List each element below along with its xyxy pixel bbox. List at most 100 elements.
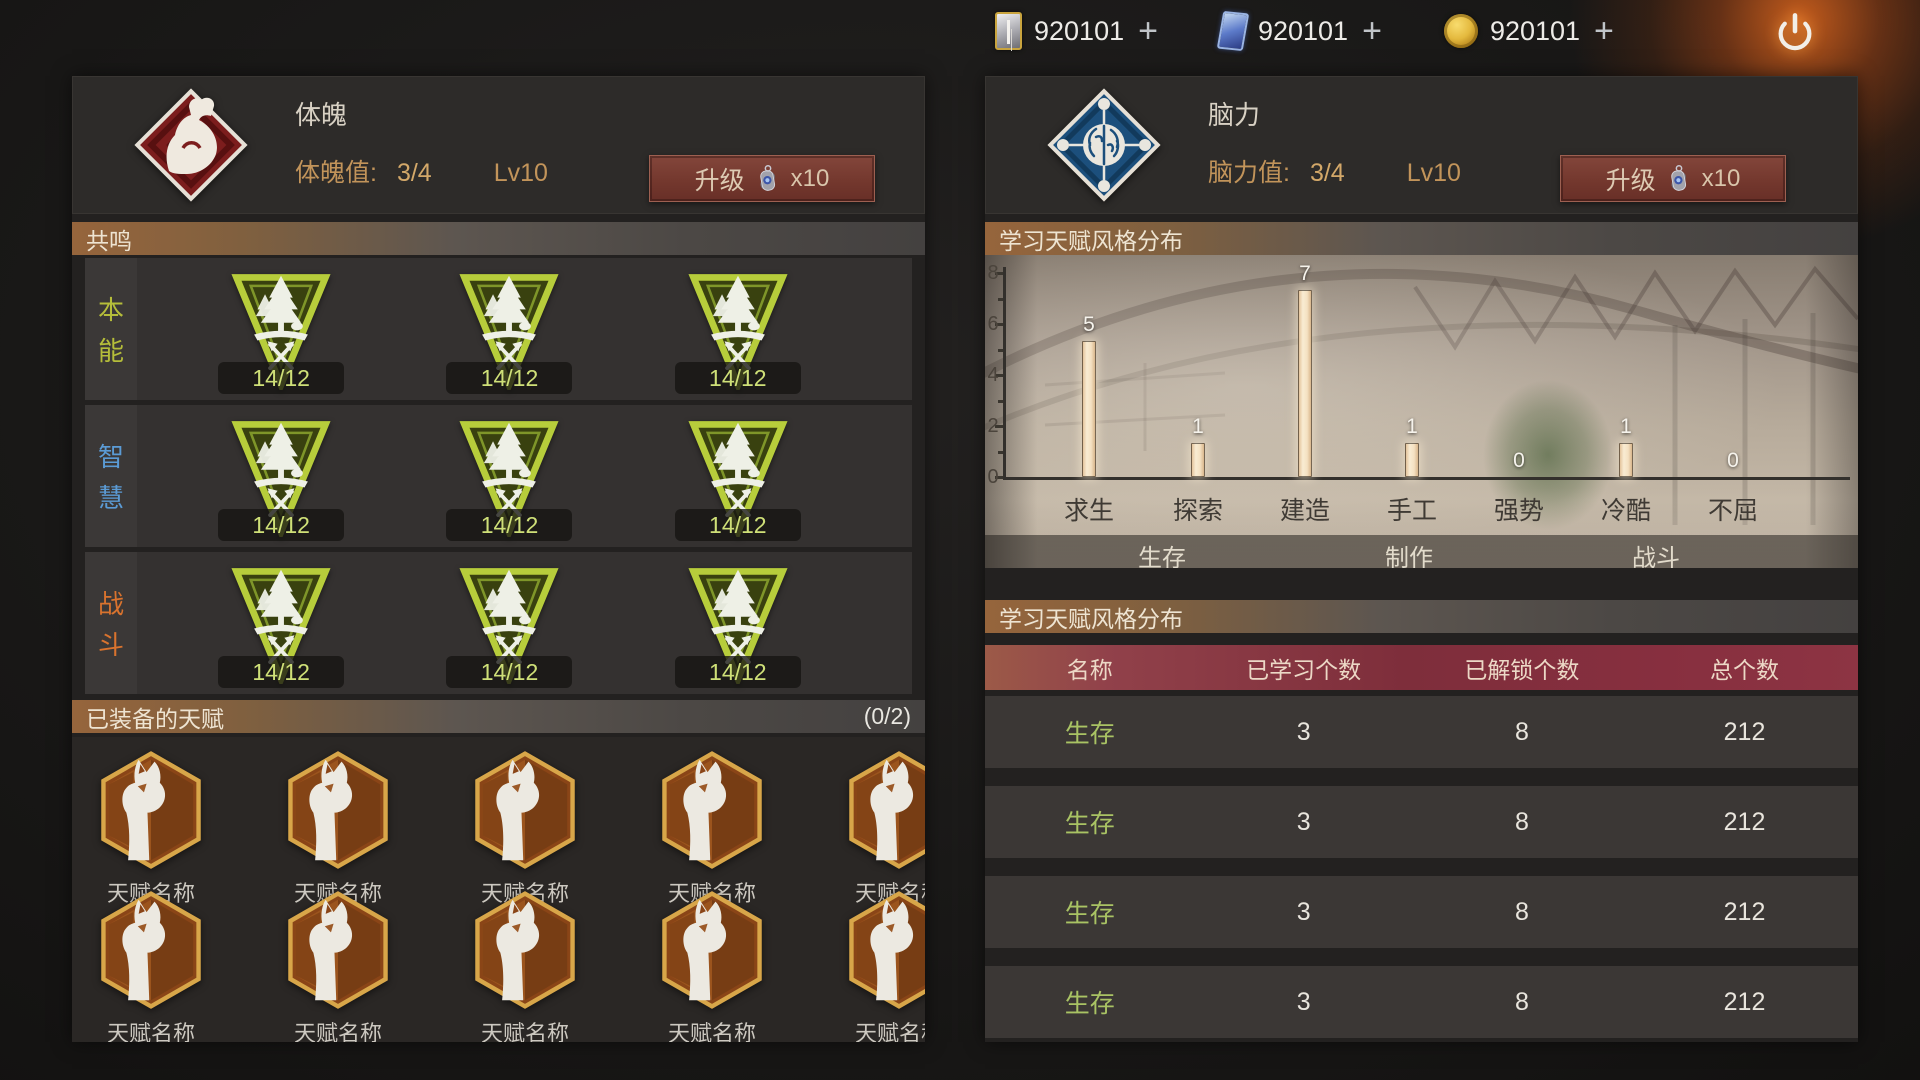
upgrade-button[interactable]: 升级 x10 bbox=[1560, 155, 1786, 202]
upgrade-cost: x10 bbox=[790, 164, 830, 192]
cat-talent-icon bbox=[285, 751, 391, 869]
level-label: Lv10 bbox=[493, 159, 548, 187]
table-cell-name: 生存 bbox=[1064, 900, 1115, 928]
dog-tag-icon bbox=[755, 164, 781, 194]
upgrade-cost: x10 bbox=[1701, 164, 1741, 192]
resonance-badge[interactable]: 14/12 bbox=[395, 552, 623, 694]
resonance-badge[interactable]: 14/12 bbox=[624, 405, 852, 547]
table-row: 生存 3 8 212 bbox=[985, 966, 1858, 1038]
talent-slot[interactable]: 天赋名称 bbox=[645, 891, 779, 1042]
y-tick bbox=[998, 348, 1003, 352]
resonance-badge[interactable]: 14/12 bbox=[167, 552, 395, 694]
y-tick bbox=[995, 272, 1003, 275]
cat-talent-icon bbox=[659, 751, 765, 869]
y-tick bbox=[998, 297, 1003, 301]
equipped-header-label: 已装备的天赋 bbox=[86, 705, 224, 732]
talent-slot[interactable]: 天赋名称 bbox=[458, 891, 592, 1042]
bar-value-label: 5 bbox=[1083, 313, 1095, 336]
talent-slot[interactable]: 天赋名称 bbox=[832, 751, 925, 908]
equipped-talent-grid: 天赋名称天赋名称天赋名称天赋名称天赋名称天赋名称天赋名称天赋名称天赋名称天赋名称 bbox=[72, 737, 925, 1042]
resonance-badge[interactable]: 14/12 bbox=[624, 258, 852, 400]
resonance-row-label: 智慧 bbox=[85, 405, 137, 547]
brain-header: 脑力 脑力值: 3/4 Lv10 升级 x10 bbox=[985, 76, 1858, 214]
currency-amount: 920101 bbox=[1257, 15, 1349, 46]
resonance-row: 战斗 14/12 14/12 14/12 bbox=[85, 552, 912, 694]
resonance-badge[interactable]: 14/12 bbox=[624, 552, 852, 694]
plant-silhouette bbox=[1482, 380, 1613, 531]
stat-label: 脑力值: bbox=[1208, 159, 1290, 187]
y-tick bbox=[995, 425, 1003, 428]
talent-slot[interactable]: 天赋名称 bbox=[458, 751, 592, 908]
y-tick-label: 8 bbox=[987, 262, 999, 284]
talent-slot[interactable]: 天赋名称 bbox=[271, 751, 405, 908]
level-label: Lv10 bbox=[1406, 159, 1461, 187]
add-currency-button[interactable]: + bbox=[1138, 12, 1158, 50]
brain-panel: 脑力 脑力值: 3/4 Lv10 升级 x10 学习天赋风格分布 bbox=[985, 76, 1858, 1042]
talent-name: 天赋名称 bbox=[854, 1021, 925, 1042]
warehouse-photo-background bbox=[985, 255, 1858, 568]
table-row: 生存 3 8 212 bbox=[985, 876, 1858, 948]
table-column-header: 已解锁个数 bbox=[1464, 656, 1580, 683]
resonance-badge[interactable]: 14/12 bbox=[167, 258, 395, 400]
bar-value-label: 0 bbox=[1727, 449, 1739, 472]
table-row: 生存 3 8 212 bbox=[985, 786, 1858, 858]
table-cell-value: 8 bbox=[1514, 897, 1529, 926]
card-gold-icon bbox=[995, 12, 1022, 50]
cat-talent-icon bbox=[846, 751, 925, 869]
y-tick bbox=[995, 374, 1003, 377]
table-cell-value: 212 bbox=[1723, 717, 1766, 746]
table-cell-value: 3 bbox=[1296, 897, 1311, 926]
table-cell-value: 212 bbox=[1723, 807, 1766, 836]
badge-progress: 14/12 bbox=[446, 509, 573, 541]
bar-value-label: 1 bbox=[1406, 415, 1418, 438]
chart-header: 学习天赋风格分布 bbox=[985, 222, 1858, 255]
upgrade-button[interactable]: 升级 x10 bbox=[649, 155, 875, 202]
equipped-count: (0/2) bbox=[863, 703, 911, 729]
add-currency-button[interactable]: + bbox=[1594, 12, 1614, 50]
stat-value: 3/4 bbox=[396, 159, 432, 187]
chart-group-label: 战斗 bbox=[1632, 545, 1680, 568]
currency-item: 920101 + bbox=[995, 12, 1160, 50]
x-axis-line bbox=[1003, 477, 1850, 480]
x-tick-label: 手工 bbox=[1386, 497, 1437, 525]
talent-slot[interactable]: 天赋名称 bbox=[84, 751, 218, 908]
table-header: 学习天赋风格分布 bbox=[985, 600, 1858, 633]
table-cell-value: 8 bbox=[1514, 807, 1529, 836]
currency-bar: 920101 +920101 +920101 + bbox=[995, 0, 1616, 62]
attribute-title: 脑力 bbox=[1208, 100, 1261, 130]
cat-talent-icon bbox=[846, 891, 925, 1009]
resonance-badge[interactable]: 14/12 bbox=[395, 258, 623, 400]
coin-icon bbox=[1443, 14, 1478, 48]
talent-name: 天赋名称 bbox=[667, 1021, 756, 1042]
cat-talent-icon bbox=[659, 891, 765, 1009]
attribute-title: 体魄 bbox=[295, 100, 348, 130]
talent-slot[interactable]: 天赋名称 bbox=[645, 751, 779, 908]
upgrade-label: 升级 bbox=[1605, 166, 1656, 195]
table-cell-value: 212 bbox=[1723, 897, 1766, 926]
equipped-header: 已装备的天赋 (0/2) bbox=[72, 700, 925, 733]
talent-name: 天赋名称 bbox=[480, 1021, 569, 1042]
add-currency-button[interactable]: + bbox=[1362, 12, 1382, 50]
chart-plot: 0 2 4 6 8 5 求生 1 探索 7 建造 1 手工 0 强势 1 冷酷 0 不屈 bbox=[985, 255, 1858, 568]
chart-bar bbox=[1082, 341, 1096, 477]
resonance-badge[interactable]: 14/12 bbox=[395, 405, 623, 547]
dog-tag-icon bbox=[1666, 164, 1692, 194]
resonance-row: 本能 14/12 14/12 14/12 bbox=[85, 258, 912, 400]
resonance-badge[interactable]: 14/12 bbox=[167, 405, 395, 547]
y-tick-label: 4 bbox=[987, 364, 999, 386]
talent-slot[interactable]: 天赋名称 bbox=[832, 891, 925, 1042]
chart-bar bbox=[1191, 443, 1205, 477]
power-button[interactable] bbox=[1772, 10, 1818, 56]
resonance-header: 共鸣 bbox=[72, 222, 925, 255]
table-column-header: 已学习个数 bbox=[1246, 656, 1362, 683]
y-tick-label: 0 bbox=[987, 466, 999, 488]
talent-slot[interactable]: 天赋名称 bbox=[84, 891, 218, 1042]
cat-talent-icon bbox=[472, 891, 578, 1009]
bar-value-label: 7 bbox=[1299, 262, 1311, 285]
style-distribution-chart: 0 2 4 6 8 5 求生 1 探索 7 建造 1 手工 0 强势 1 冷酷 0 不屈 生存 制作 战斗 bbox=[985, 255, 1858, 568]
cat-talent-icon bbox=[472, 751, 578, 869]
talent-slot[interactable]: 天赋名称 bbox=[271, 891, 405, 1042]
y-tick-label: 6 bbox=[987, 313, 999, 335]
resonance-header-label: 共鸣 bbox=[86, 227, 132, 254]
